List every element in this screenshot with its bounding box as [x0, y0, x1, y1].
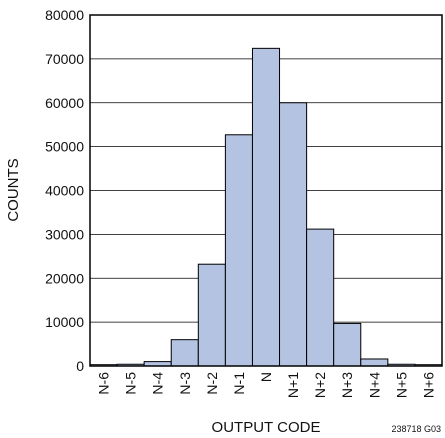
x-tick-label: N-3: [177, 372, 193, 395]
y-tick-label: 70000: [45, 51, 84, 67]
y-tick-label: 10000: [45, 314, 84, 330]
bars: [89, 47, 443, 367]
bar-N-1: [224, 134, 253, 367]
x-tick-label: N-4: [150, 372, 166, 395]
x-tick-label: N-1: [231, 372, 247, 395]
x-tick-label: N+2: [312, 372, 328, 398]
y-tick-label: 50000: [45, 139, 84, 155]
x-tick-label: N-2: [204, 372, 220, 395]
x-tick-label: N-5: [123, 372, 139, 395]
figure-code-label: 238718 G03: [391, 424, 441, 434]
x-tick-label: N+1: [285, 372, 301, 398]
x-tick-label: N+5: [393, 372, 409, 398]
x-tick-label: N+6: [420, 372, 436, 398]
y-tick-label: 30000: [45, 226, 84, 242]
x-tick-labels: N-6 N-5 N-4 N-3 N-2 N-1 N N+1 N+2 N+3 N+4 N+5 N+6: [96, 372, 437, 398]
bar-N+1: [279, 102, 308, 367]
y-tick-labels: 0 10000 20000 30000 40000 50000 60000 70000 8000…: [45, 7, 84, 374]
bar-N: [251, 47, 281, 367]
bar-N+4: [360, 358, 389, 367]
y-tick-label: 20000: [45, 270, 84, 286]
y-axis-title: COUNTS: [5, 158, 22, 221]
y-tick-label: 40000: [45, 183, 84, 199]
x-tick-label: N: [258, 372, 274, 382]
x-axis-title: OUTPUT CODE: [212, 419, 321, 436]
bar-N+3: [333, 322, 362, 367]
y-tick-label: 0: [76, 358, 84, 374]
x-tick-label: N+3: [339, 372, 355, 398]
x-tick-label: N-6: [96, 372, 112, 395]
bar-N-2: [197, 263, 226, 367]
y-tick-label: 60000: [45, 95, 84, 111]
x-tick-label: N+4: [366, 372, 382, 398]
plot-frame: [89, 14, 443, 367]
y-tick-label: 80000: [45, 7, 84, 23]
bar-N+2: [306, 228, 335, 367]
bar-N-3: [170, 339, 199, 367]
